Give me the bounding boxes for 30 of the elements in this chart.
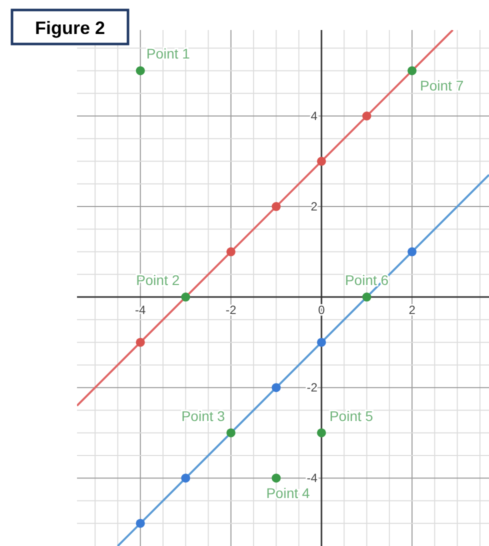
point (136, 66, 145, 76)
y-tick-label: 4 (310, 109, 318, 123)
annotation: Point 5 (329, 408, 374, 424)
annotation: Point 4 (266, 485, 310, 502)
point (408, 247, 417, 256)
point (136, 518, 145, 528)
y-tick-label: -4 (306, 471, 318, 486)
point (316, 338, 326, 347)
annotation: Point 1 (146, 46, 190, 62)
y-tick-label: 2 (310, 200, 318, 214)
annotation: Point 3 (181, 408, 226, 424)
x-tick-label: 2 (408, 303, 416, 318)
y-tick-label: -2 (306, 380, 318, 395)
annotation: Point 7 (420, 78, 464, 94)
point (362, 112, 372, 120)
point (272, 202, 281, 212)
point (136, 338, 145, 347)
point (272, 383, 281, 392)
x-tick-label: -4 (135, 303, 146, 318)
point (181, 292, 190, 302)
point (272, 474, 281, 483)
chart-title: Figure 2 (34, 18, 106, 38)
point (316, 156, 326, 166)
point (226, 428, 236, 438)
point (408, 66, 417, 76)
point (226, 247, 236, 256)
point (316, 428, 326, 438)
x-tick-label: -2 (226, 303, 237, 318)
point (181, 474, 190, 483)
point (362, 292, 372, 302)
